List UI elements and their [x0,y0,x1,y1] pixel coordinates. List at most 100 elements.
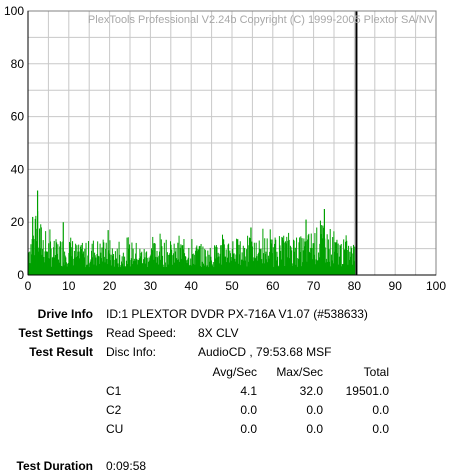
c1-bar [53,240,55,275]
test-duration-value: 0:09:58 [106,459,147,473]
c1-bar [68,252,70,275]
c1-bar [143,249,145,275]
c1-bar [59,246,61,275]
c1-bar [91,243,93,275]
c1-bar [65,257,67,275]
c1-bar [145,252,147,275]
c1-bar [57,244,59,275]
x-tick-label: 100 [426,279,446,293]
c1-bar [291,250,293,275]
c1-bar [217,252,219,275]
test-settings-label: Test Settings [18,326,93,340]
c1-bar [72,241,74,275]
c1-bar [114,251,116,275]
c1-bar [271,239,273,275]
c1-bar [327,239,329,275]
c1-bar [216,247,218,275]
c1-bar [254,257,256,275]
row-c1-avg: 4.1 [240,384,257,398]
c1-bar [350,246,352,275]
c1-bar [304,241,306,275]
read-speed-label: Read Speed: [106,326,177,340]
c1-bar [222,238,224,275]
row-c1-total: 19501.0 [345,384,389,398]
x-tick-label: 50 [225,279,239,293]
y-tick-label: 80 [11,57,25,71]
c1-bar [35,241,37,275]
c1-bar [130,258,132,275]
c1-bar [109,240,111,275]
c1-bar [94,252,96,275]
c1-bar [321,225,323,275]
c1-bar [262,228,264,275]
c1-bar [83,251,85,275]
c1-bar [328,249,330,275]
c1-bar [257,254,259,275]
c1-bar [47,258,49,275]
c1-bar [277,256,279,275]
c1-bar [258,252,260,275]
c1-bar [267,255,269,275]
c1-bar [204,250,206,275]
c1-bar [242,245,244,275]
c1-bar [292,239,294,275]
c1-bar [287,240,289,275]
c1-bar [314,233,316,275]
header-max: Max/Sec [276,365,323,379]
c1-bar [181,258,182,275]
c1-bar [144,257,146,275]
c1-bar [204,248,206,275]
error-rate-chart: 0 10 20 30 40 50 60 70 80 90 100 0 20 40 60 80 100 PlexT… [4,4,446,293]
c1-bar [232,241,234,275]
x-tick-label: 40 [185,279,199,293]
c1-bar [97,241,99,275]
c1-bar [302,250,304,275]
row-c2-total: 0.0 [372,403,389,417]
header-total: Total [363,365,389,379]
c1-bar [228,243,230,275]
c1-bar [199,245,201,275]
c1-bar [146,251,148,275]
c1-bar [59,241,61,275]
c1-bar [41,254,43,275]
x-tick-label: 90 [389,279,403,293]
c1-bar [318,257,320,275]
c1-bar [283,235,285,275]
c1-bar [101,247,103,275]
c1-bar [103,256,105,275]
c1-bar [56,253,58,275]
disc-info-label: Disc Info: [106,345,157,359]
c1-bar [229,253,231,275]
chart-axes: 0 10 20 30 40 50 60 70 80 90 100 0 20 40 60 80 100 [4,4,446,293]
c1-bar [169,252,171,275]
c1-bar [158,251,160,275]
c1-bar [45,231,47,275]
c1-bar [132,248,134,275]
c1-bar [135,242,137,275]
c1-bar [193,255,195,275]
c1-bar [285,243,287,275]
c1-bar [136,258,138,275]
c1-bar [184,253,186,275]
c1-bar [289,245,291,275]
c1-peak-bar [107,230,109,275]
c1-bar [265,251,267,275]
row-cu-max: 0.0 [306,422,323,436]
c1-bar [188,247,190,275]
c1-bar [192,254,194,275]
c1-bar [304,246,306,275]
c1-bar [168,254,170,275]
c1-bar [258,240,260,275]
c1-bar [122,252,124,275]
c1-bar [80,244,82,275]
c1-bar [166,252,168,275]
c1-bar [84,248,86,275]
c1-bar [87,255,89,275]
c1-bar [128,248,130,275]
c1-bar [151,250,153,275]
c1-bar [69,243,71,275]
c1-bar [78,244,80,275]
c1-bar [296,237,298,275]
row-c2-name: C2 [106,403,122,417]
c1-bar [214,245,216,275]
